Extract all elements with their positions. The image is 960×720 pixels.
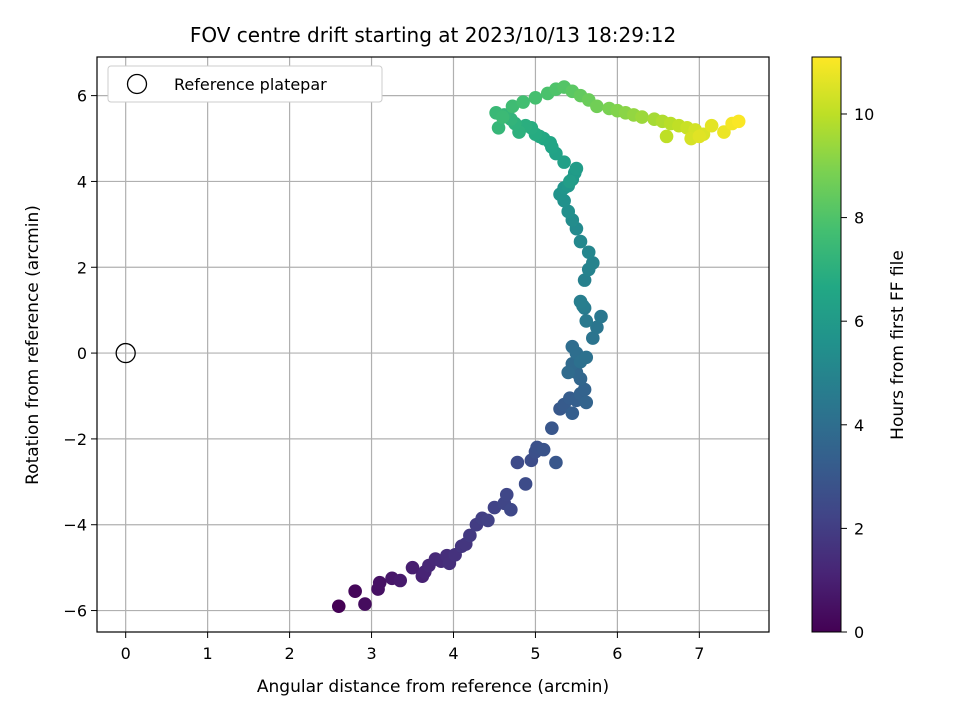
reference-marker-layer bbox=[115, 342, 136, 364]
scatter-point bbox=[518, 477, 533, 491]
x-tick-label: 6 bbox=[612, 644, 622, 663]
chart-title: FOV centre drift starting at 2023/10/13 … bbox=[190, 23, 676, 47]
scatter-point bbox=[563, 174, 577, 189]
scatter-point bbox=[499, 487, 514, 502]
data-points bbox=[331, 80, 746, 614]
scatter-point bbox=[579, 314, 594, 328]
scatter-point bbox=[528, 90, 543, 105]
legend-box bbox=[107, 65, 383, 103]
scatter-point bbox=[659, 129, 674, 144]
scatter-point bbox=[561, 204, 576, 219]
scatter-point bbox=[590, 320, 604, 335]
colorbar-tick-label: 2 bbox=[854, 519, 864, 538]
y-tick-label: −4 bbox=[63, 516, 87, 535]
scatter-point bbox=[516, 95, 530, 109]
scatter-point bbox=[573, 234, 588, 249]
scatter-point bbox=[704, 118, 719, 133]
colorbar-tick-label: 4 bbox=[854, 416, 864, 435]
plot-frame bbox=[96, 56, 770, 633]
colorbar-label: Hours from first FF file bbox=[888, 250, 908, 440]
scatter-point bbox=[573, 294, 588, 309]
scatter-point bbox=[358, 597, 372, 611]
colorbar-tick-label: 10 bbox=[854, 105, 874, 124]
scatter-point bbox=[463, 528, 477, 543]
scatter-point bbox=[579, 350, 594, 365]
x-tick-label: 1 bbox=[203, 644, 213, 663]
scatter-point bbox=[549, 455, 563, 470]
scatter-point bbox=[581, 245, 596, 260]
scatter-point bbox=[577, 382, 592, 397]
x-tick-label: 5 bbox=[530, 644, 540, 663]
colorbar-tick-label: 8 bbox=[854, 209, 864, 228]
scatter-point bbox=[510, 455, 525, 470]
y-axis-label: Rotation from reference (arcmin) bbox=[23, 205, 43, 485]
scatter-point bbox=[504, 502, 518, 517]
scatter-point bbox=[561, 365, 576, 380]
legend-label-reference: Reference platepar bbox=[174, 75, 327, 94]
grid-lines bbox=[97, 57, 769, 632]
scatter-point bbox=[586, 331, 600, 345]
x-tick-label: 0 bbox=[121, 644, 131, 663]
scatter-point bbox=[557, 155, 571, 169]
colorbar-tick-label: 6 bbox=[854, 312, 864, 331]
x-tick-label: 4 bbox=[448, 644, 458, 663]
y-tick-label: 0 bbox=[77, 344, 87, 363]
reference-platepar-marker bbox=[115, 342, 136, 364]
x-tick-label: 2 bbox=[284, 644, 294, 663]
scatter-point bbox=[590, 99, 604, 114]
scatter-point bbox=[717, 125, 731, 139]
scatter-point bbox=[536, 442, 551, 457]
scatter-point bbox=[635, 110, 649, 124]
scatter-point bbox=[393, 573, 408, 588]
scatter-point bbox=[565, 406, 580, 420]
scatter-point bbox=[495, 110, 510, 124]
x-tick-label: 3 bbox=[366, 644, 376, 663]
scatter-point bbox=[331, 599, 346, 614]
y-tick-label: 6 bbox=[77, 87, 87, 106]
scatter-point bbox=[491, 121, 506, 135]
legend-marker-reference bbox=[126, 73, 148, 95]
y-axis-ticks: −6 −4 −2 0 2 4 6 bbox=[63, 87, 97, 621]
x-axis-ticks: 0 1 2 3 4 5 6 7 bbox=[121, 632, 704, 663]
scatter-point bbox=[731, 114, 746, 129]
y-tick-label: −6 bbox=[63, 602, 87, 621]
x-axis-label: Angular distance from reference (arcmin) bbox=[257, 677, 609, 697]
y-tick-label: 2 bbox=[77, 258, 87, 277]
x-tick-label: 7 bbox=[694, 644, 704, 663]
y-tick-label: 4 bbox=[77, 172, 87, 191]
scatter-point bbox=[594, 309, 608, 324]
scatter-point bbox=[569, 161, 584, 176]
legend: Reference platepar bbox=[107, 65, 383, 103]
colorbar-tick-label: 0 bbox=[854, 623, 864, 642]
scatter-point bbox=[505, 99, 520, 114]
colorbar-ticks: 0 2 4 6 8 10 bbox=[841, 105, 874, 642]
scatter-point bbox=[545, 421, 559, 435]
scatter-point bbox=[481, 513, 495, 528]
scatter-point bbox=[692, 129, 707, 144]
scatter-point bbox=[586, 256, 600, 270]
y-tick-label: −2 bbox=[63, 430, 87, 449]
colorbar bbox=[811, 56, 842, 633]
scatter-point bbox=[577, 273, 592, 287]
scatter-point bbox=[405, 560, 420, 575]
scatter-point bbox=[372, 575, 387, 590]
scatter-point bbox=[579, 395, 594, 410]
scatter-point bbox=[348, 584, 362, 599]
